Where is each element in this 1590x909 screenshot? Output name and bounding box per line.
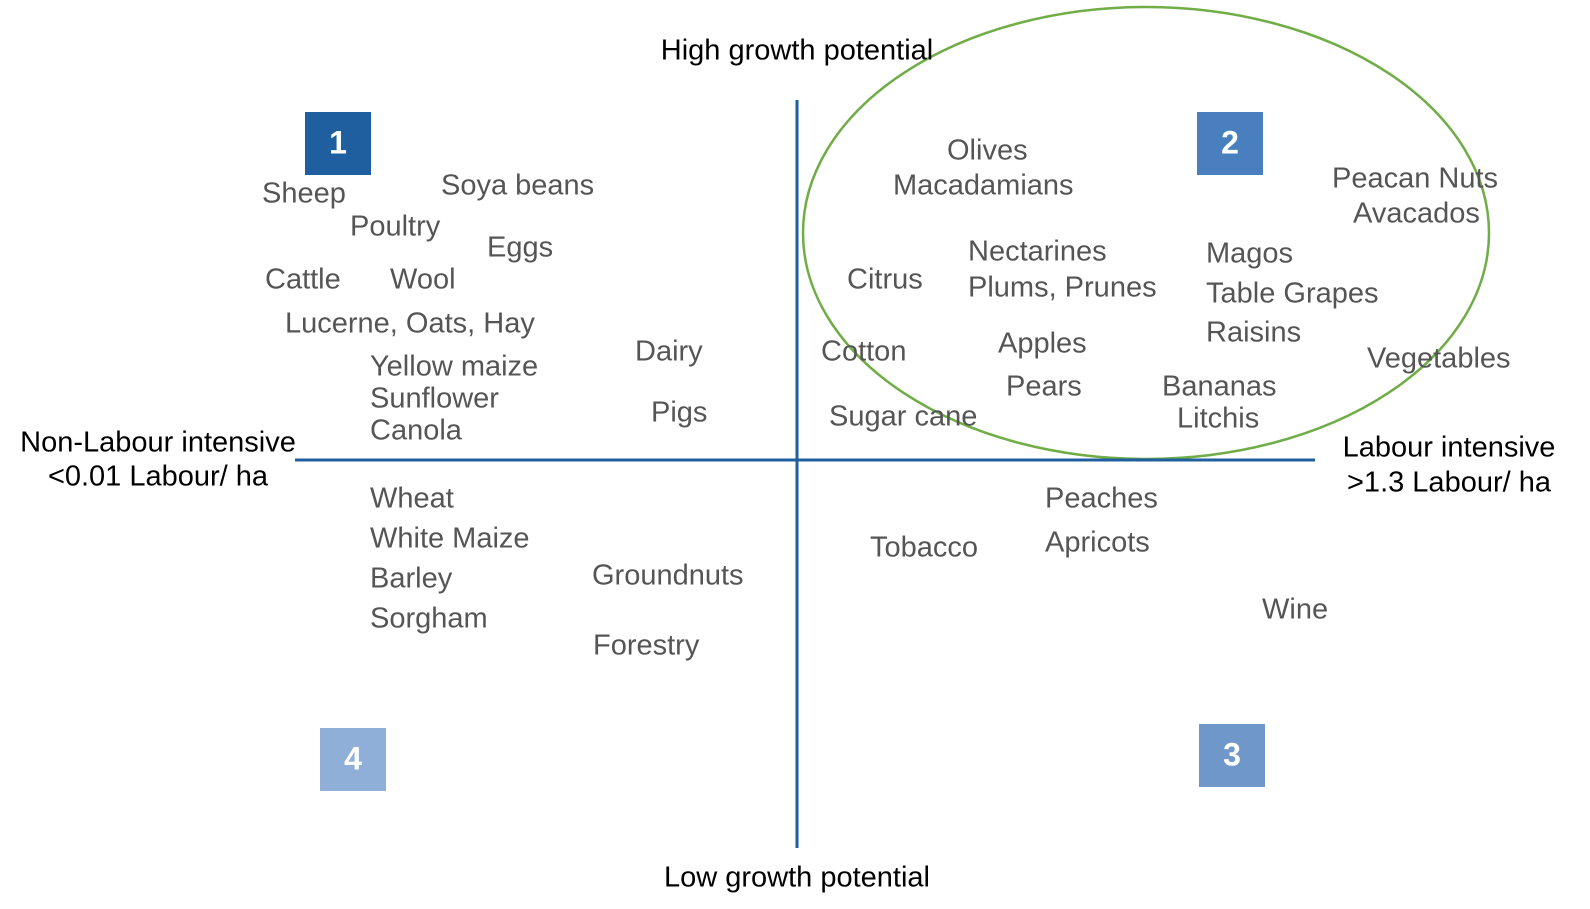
item-label: Eggs (487, 232, 553, 264)
highlight-ellipse (801, 5, 1491, 461)
item-label: Avacados (1353, 198, 1480, 230)
right-label: >1.3 Labour/ ha (1347, 467, 1552, 499)
item-label: Sunflower (370, 383, 499, 415)
item-label: Peaches (1045, 483, 1158, 515)
item-label: Sheep (262, 178, 346, 210)
item-label: Poultry (350, 211, 441, 243)
item-label: Macadamians (893, 170, 1074, 202)
item-label: White Maize (370, 523, 530, 555)
quadrant-box (1199, 724, 1265, 787)
item-label: Raisins (1206, 317, 1301, 349)
quadrant-number: 4 (344, 740, 362, 776)
item-label: Peacan Nuts (1332, 163, 1498, 195)
item-label: Apricots (1045, 527, 1150, 559)
item-label: Wheat (370, 483, 454, 515)
bottom-label: Low growth potential (664, 862, 930, 894)
item-label: Groundnuts (592, 560, 744, 592)
item-label: Soya beans (441, 170, 594, 202)
left-label: <0.01 Labour/ ha (48, 461, 269, 493)
top-label: High growth potential (661, 35, 933, 67)
item-label: Cattle (265, 264, 341, 296)
item-label: Vegetables (1367, 343, 1511, 375)
item-label: Pears (1006, 371, 1082, 403)
item-label: Apples (998, 328, 1087, 360)
item-label: Litchis (1177, 403, 1259, 435)
item-label: Cotton (821, 336, 906, 368)
quadrant-box (305, 112, 371, 175)
left-label: Non-Labour intensive (20, 427, 296, 459)
quadrant-number: 1 (329, 124, 347, 160)
item-label: Wine (1262, 594, 1328, 626)
item-label: Pigs (651, 397, 707, 429)
item-label: Olives (947, 135, 1028, 167)
item-label: Lucerne, Oats, Hay (285, 308, 535, 340)
item-label: Magos (1206, 238, 1293, 270)
item-label: Dairy (635, 336, 703, 368)
item-label: Forestry (593, 630, 700, 662)
item-label: Barley (370, 563, 453, 595)
item-label: Sugar cane (829, 401, 977, 433)
item-label: Canola (370, 415, 463, 447)
right-label: Labour intensive (1343, 432, 1556, 464)
quadrant-box (320, 728, 386, 791)
item-label: Table Grapes (1206, 278, 1379, 310)
item-label: Tobacco (870, 532, 978, 564)
quadrant-number: 2 (1221, 124, 1239, 160)
quadrant-number: 3 (1223, 736, 1241, 772)
item-label: Plums, Prunes (968, 272, 1157, 304)
item-label: Sorgham (370, 603, 488, 635)
item-label: Wool (390, 264, 456, 296)
item-label: Nectarines (968, 236, 1107, 268)
item-label: Citrus (847, 264, 923, 296)
quadrant-box (1197, 112, 1263, 175)
item-label: Yellow maize (370, 351, 538, 383)
item-label: Bananas (1162, 371, 1277, 403)
